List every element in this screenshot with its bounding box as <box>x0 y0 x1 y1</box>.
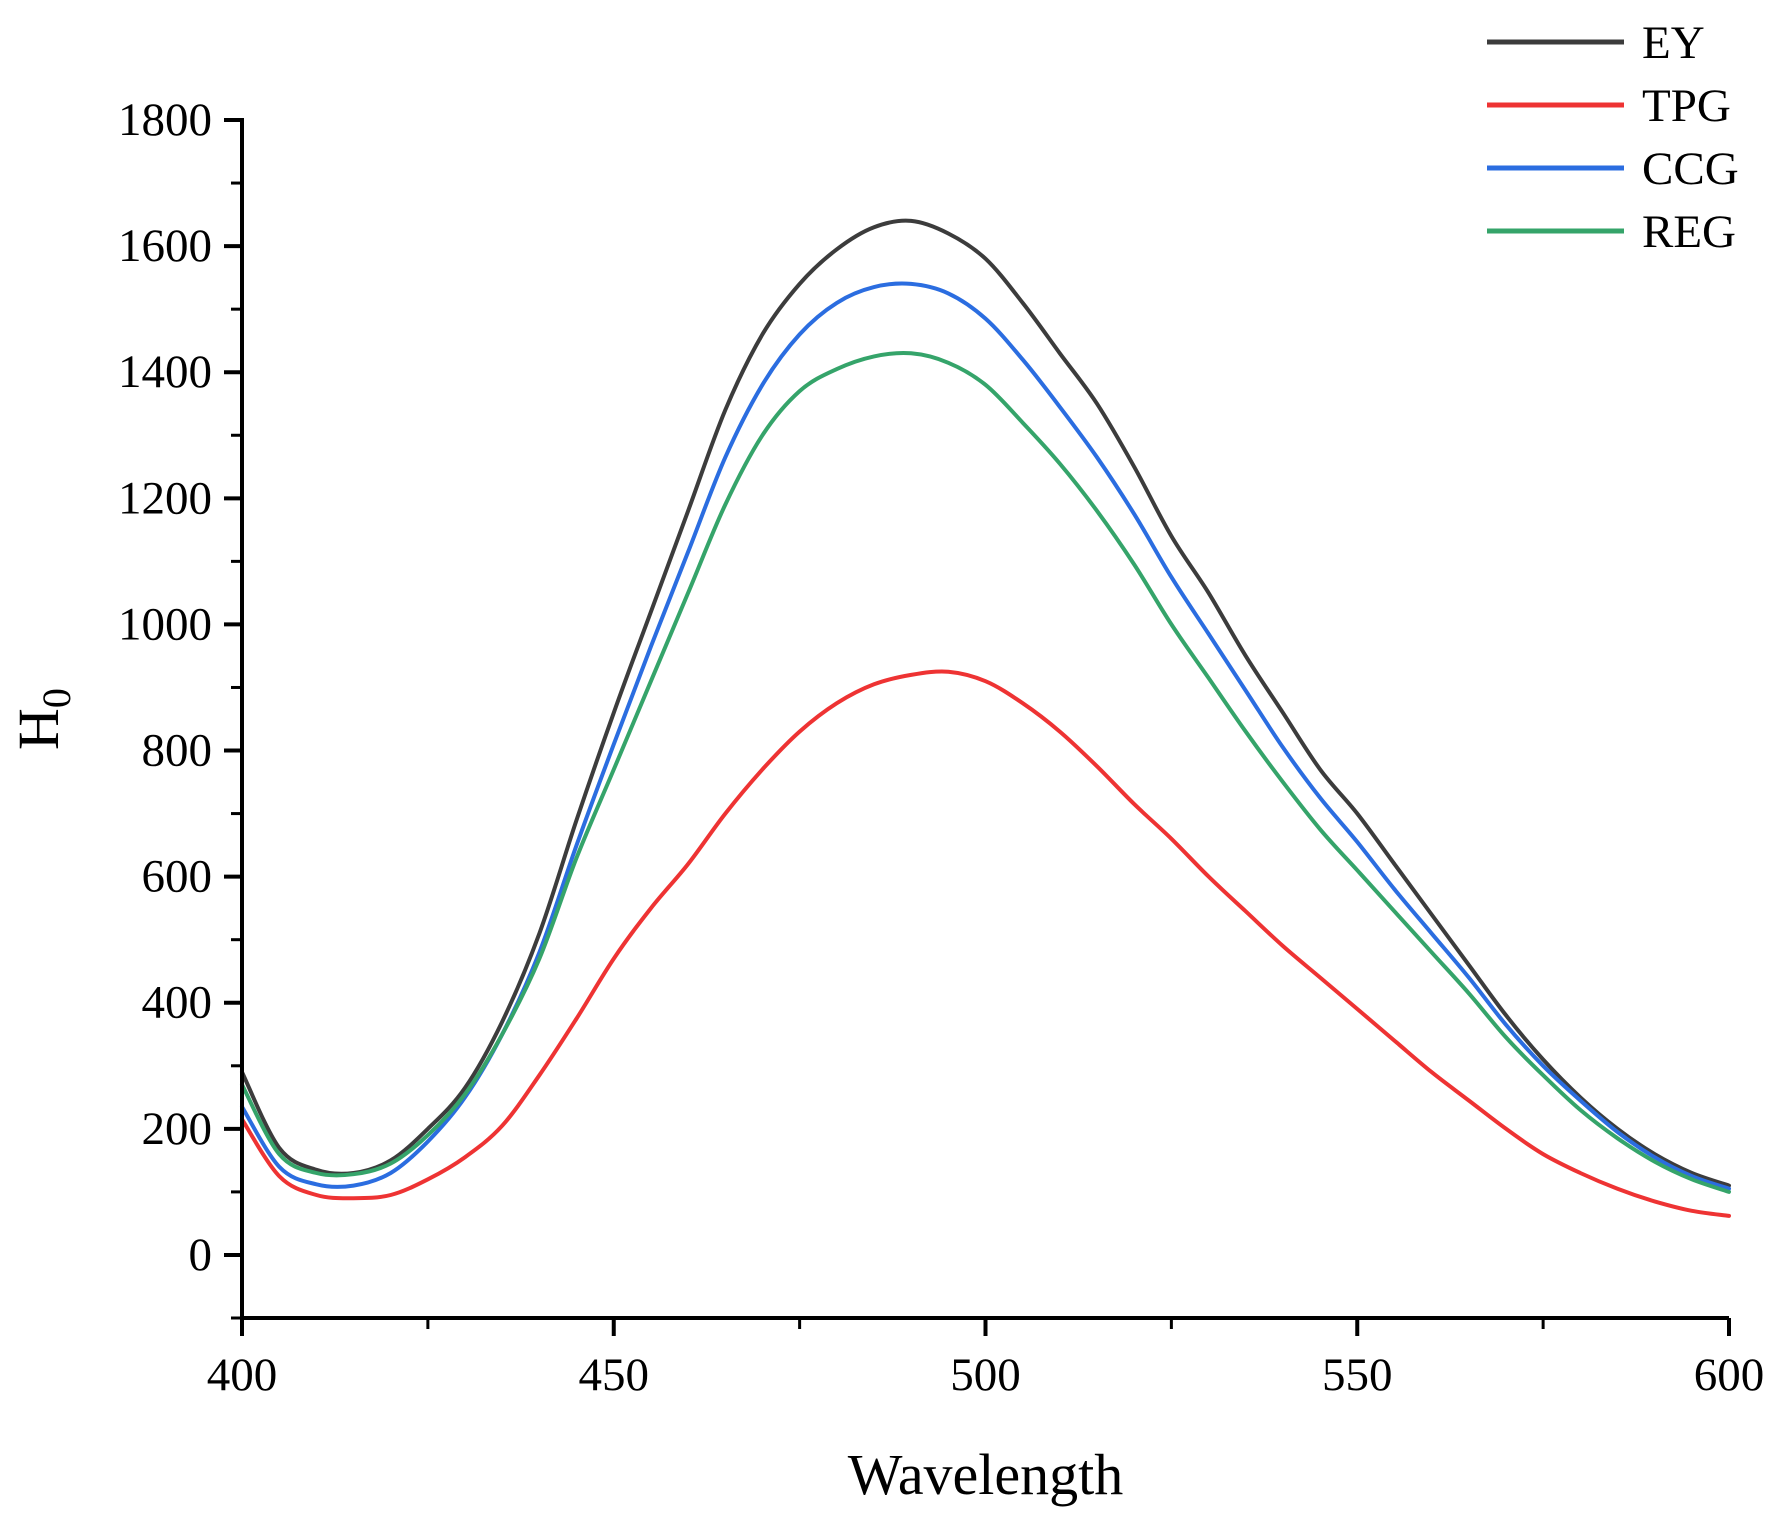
y-axis-title-main: H <box>6 708 71 750</box>
y-axis-title: H0 <box>6 688 79 750</box>
legend-item-tpg: TPG <box>1487 80 1731 132</box>
x-axis-ticks: 400 450 500 550 600 <box>207 1318 1765 1401</box>
x-tick-label: 550 <box>1322 1349 1393 1401</box>
legend-label: REG <box>1642 206 1736 258</box>
x-tick-label: 600 <box>1694 1349 1765 1401</box>
series-layer <box>240 218 1731 1218</box>
legend-item-ey: EY <box>1487 17 1705 69</box>
y-tick-label: 1400 <box>118 346 212 398</box>
y-tick-label: 1800 <box>118 94 212 146</box>
y-tick-label: 600 <box>142 851 213 903</box>
y-tick-label: 0 <box>189 1229 213 1281</box>
legend-item-reg: REG <box>1487 206 1736 258</box>
x-tick-label: 450 <box>579 1349 650 1401</box>
y-tick-label: 1600 <box>118 220 212 272</box>
legend-label: TPG <box>1642 80 1731 132</box>
y-axis-ticks: 0 200 400 600 800 1000 1200 1400 1600 1800 <box>118 94 242 1320</box>
y-tick-label: 1200 <box>118 472 212 524</box>
y-tick-label: 800 <box>142 725 213 777</box>
legend: EY TPG CCG REG <box>1487 17 1739 258</box>
series-line-tpg <box>240 669 1731 1218</box>
axes-layer: 400 450 500 550 600 0 200 400 600 800 1000 1200 140… <box>118 94 1764 1401</box>
y-tick-label: 1000 <box>118 598 212 650</box>
series-line-ey <box>240 218 1731 1188</box>
x-tick-label: 400 <box>207 1349 278 1401</box>
series-line-reg <box>240 350 1731 1194</box>
x-tick-label: 500 <box>950 1349 1021 1401</box>
y-axis-title-subscript: 0 <box>34 688 79 708</box>
legend-item-ccg: CCG <box>1487 143 1739 195</box>
legend-label: CCG <box>1642 143 1739 195</box>
y-tick-label: 400 <box>142 977 213 1029</box>
y-tick-label: 200 <box>142 1103 213 1155</box>
x-axis-title: Wavelength <box>848 1442 1124 1507</box>
legend-label: EY <box>1642 17 1705 69</box>
series-line-ccg <box>240 281 1731 1191</box>
